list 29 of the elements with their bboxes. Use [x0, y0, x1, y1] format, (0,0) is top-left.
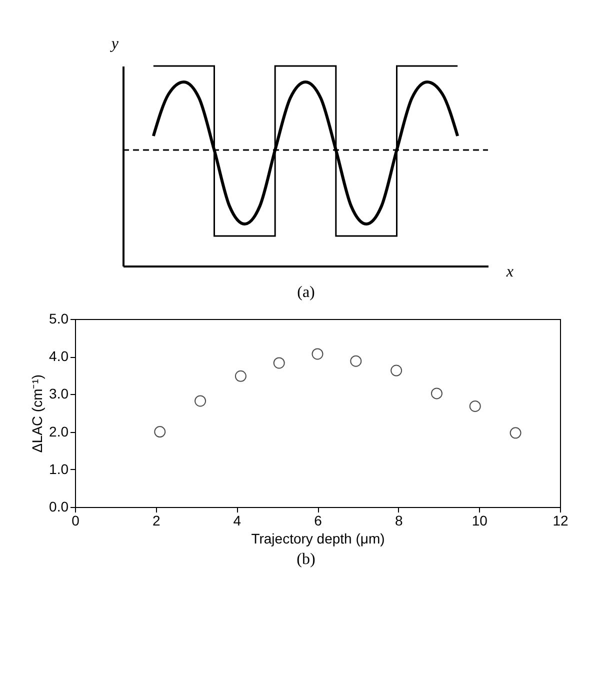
point [312, 348, 324, 360]
point [469, 400, 481, 412]
x-tick-label: 2 [152, 512, 160, 528]
x-axis-title: x [505, 264, 514, 280]
x-tick-label: 4 [233, 512, 242, 528]
x-tick-label: 0 [72, 512, 80, 528]
y-axis-title: y [109, 36, 120, 52]
point [234, 370, 246, 382]
y-tick-label: 2.0 [49, 423, 69, 440]
y-tick-label: 5.0 [49, 310, 69, 326]
x-tick-label: 10 [472, 512, 488, 528]
point [273, 357, 285, 369]
y-tick-label: 4.0 [49, 348, 69, 364]
point [350, 355, 362, 367]
point [154, 426, 166, 438]
x-axis-title: Trajectory depth (μm) [251, 530, 385, 546]
x-tick-label: 8 [394, 512, 403, 528]
x-tick-label: 12 [552, 512, 568, 528]
x-tick-label: 6 [314, 512, 322, 528]
text: (b) [296, 551, 316, 569]
y-axis-title: ΔLAC (cm⁻¹) [29, 374, 46, 453]
y-tick-label: 1.0 [49, 460, 69, 477]
point [510, 427, 522, 439]
text: (a) [296, 284, 316, 302]
y-tick-label: 0.0 [49, 498, 69, 514]
point [430, 388, 442, 400]
point [390, 364, 402, 376]
point [194, 395, 206, 407]
y-tick-label: 3.0 [49, 386, 69, 402]
